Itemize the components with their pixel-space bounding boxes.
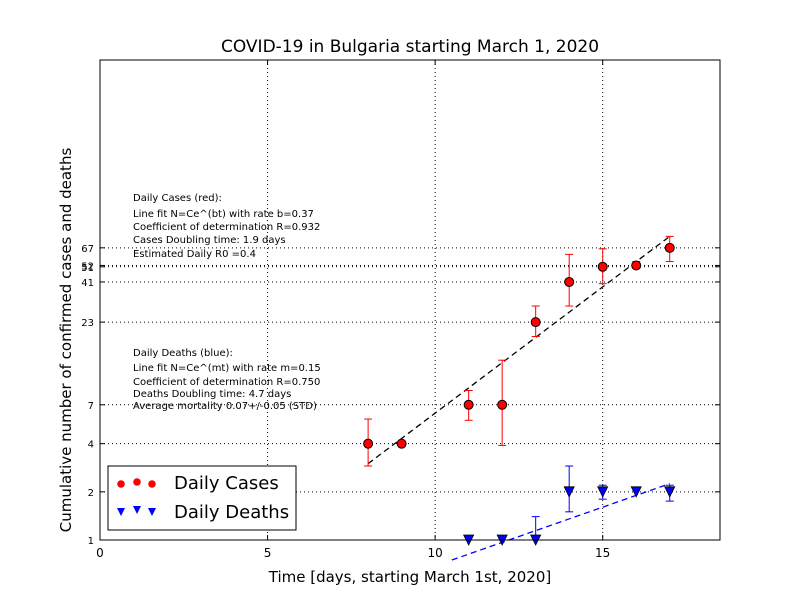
case-point <box>363 438 374 449</box>
plot-frame <box>99 59 721 541</box>
y-axis-label: Cumulative number of confirmed cases and… <box>57 148 75 533</box>
case-point <box>396 438 407 449</box>
case-point <box>497 399 508 410</box>
case-point <box>530 317 541 328</box>
legend-box <box>107 465 297 531</box>
y-tick-label: 67 <box>81 244 94 255</box>
x-axis-ticks: 0 5 10 15 <box>96 60 610 560</box>
chart-title: COVID-19 in Bulgaria starting March 1, 2… <box>221 37 599 57</box>
legend-marker-case <box>117 480 125 488</box>
annotation-line: Coefficient of determination R=0.750 <box>133 377 320 388</box>
fit-line <box>367 235 671 465</box>
legend-marker-death <box>133 506 141 514</box>
annotation-line: Cases Doubling time: 1.9 days <box>133 235 286 246</box>
annotation-line: Average mortality 0.07+/-0.05 (STD) <box>133 401 317 412</box>
annotation-line: Line fit N=Ce^(mt) with rate m=0.15 <box>133 363 321 374</box>
annotation-line: Coefficient of determination R=0.932 <box>133 222 320 233</box>
x-tick-label: 5 <box>264 546 272 560</box>
annotation-line: Line fit N=Ce^(bt) with rate b=0.37 <box>133 209 314 220</box>
death-point <box>630 486 642 498</box>
legend-marker-death <box>117 508 125 516</box>
cases-fit-annotation: Daily Cases (red): Line fit N=Ce^(bt) wi… <box>133 193 320 260</box>
legend-label-deaths: Daily Deaths <box>174 502 289 523</box>
y-tick-label: 51 <box>81 263 94 274</box>
chart-legend: Daily Cases Daily Deaths <box>107 465 297 531</box>
case-point <box>631 260 642 271</box>
y-tick-label: 2 <box>88 488 94 499</box>
legend-marker-death <box>148 508 156 516</box>
x-axis-label: Time [days, starting March 1st, 2020] <box>268 568 551 586</box>
annotation-line: Deaths Doubling time: 4.7 days <box>133 389 291 400</box>
annotation-line: Daily Deaths (blue): <box>133 348 233 359</box>
case-point <box>597 261 608 272</box>
error-bars <box>364 235 674 540</box>
data-markers <box>363 242 676 546</box>
deaths-fit-annotation: Daily Deaths (blue): Line fit N=Ce^(mt) … <box>133 348 321 412</box>
legend-marker-case <box>133 478 141 486</box>
y-tick-label: 23 <box>81 318 94 329</box>
x-tick-label: 0 <box>96 546 104 560</box>
y-tick-label: 7 <box>88 401 94 412</box>
legend-marker-case <box>148 480 156 488</box>
y-tick-label: 41 <box>81 278 94 289</box>
death-point <box>597 486 609 498</box>
fit-line <box>451 483 670 561</box>
death-point <box>563 486 575 498</box>
legend-item-cases <box>117 478 156 488</box>
y-tick-label: 4 <box>88 440 94 451</box>
legend-item-deaths <box>117 506 156 516</box>
death-point <box>664 486 676 498</box>
annotation-line: Estimated Daily R0 =0.4 <box>133 249 256 260</box>
annotation-line: Daily Cases (red): <box>133 193 222 204</box>
case-point <box>664 242 675 253</box>
case-point <box>463 399 474 410</box>
fit-lines <box>367 235 671 561</box>
x-tick-label: 10 <box>427 546 442 560</box>
x-tick-label: 15 <box>595 546 610 560</box>
legend-label-cases: Daily Cases <box>174 473 279 494</box>
y-tick-label: 1 <box>88 536 94 547</box>
case-point <box>564 276 575 287</box>
y-tick-label: 52 <box>81 261 94 272</box>
